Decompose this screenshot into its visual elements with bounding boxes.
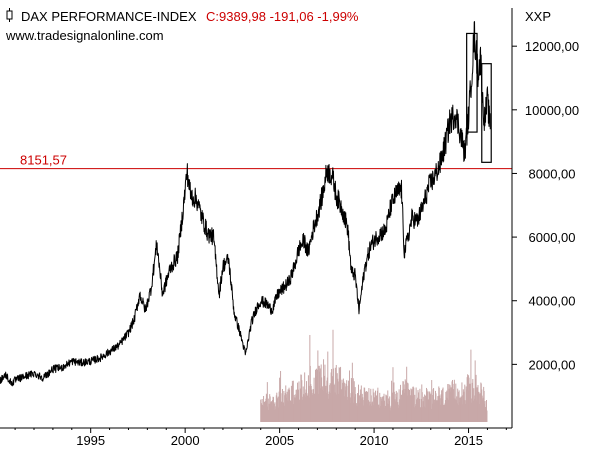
candlestick-icon[interactable] <box>6 8 13 22</box>
x-tick-label: 2005 <box>265 433 294 448</box>
y-tick-label: 10000,00 <box>525 103 579 118</box>
support-line-label: 8151,57 <box>20 153 67 168</box>
price-line <box>0 21 491 387</box>
source-watermark: www.tradesignalonline.com <box>5 28 164 43</box>
y-tick-label: 6000,00 <box>529 230 576 245</box>
x-tick-label: 2010 <box>360 433 389 448</box>
y-tick-label: 8000,00 <box>529 166 576 181</box>
y-tick-label: 4000,00 <box>529 294 576 309</box>
axes: 2000,00 4000,00 6000,00 8000,00 10000,00 1200… <box>0 8 579 448</box>
instrument-name: DAX PERFORMANCE-INDEX <box>21 9 197 24</box>
x-tick-label: 2000 <box>171 433 200 448</box>
quote-text: C:9389,98 -191,06 -1,99% <box>206 9 359 24</box>
axis-symbol: XXP <box>525 9 551 24</box>
range-box <box>466 32 478 133</box>
volume-bars <box>260 329 488 422</box>
y-tick-label: 12000,00 <box>525 39 579 54</box>
chart-header: DAX PERFORMANCE-INDEX C:9389,98 -191,06 … <box>5 8 551 43</box>
x-tick-label: 1995 <box>76 433 105 448</box>
y-tick-label: 2000,00 <box>529 357 576 372</box>
x-tick-label: 2015 <box>454 433 483 448</box>
price-series <box>0 21 491 387</box>
annotations: 8151,57 <box>0 32 512 170</box>
range-box <box>481 63 492 163</box>
